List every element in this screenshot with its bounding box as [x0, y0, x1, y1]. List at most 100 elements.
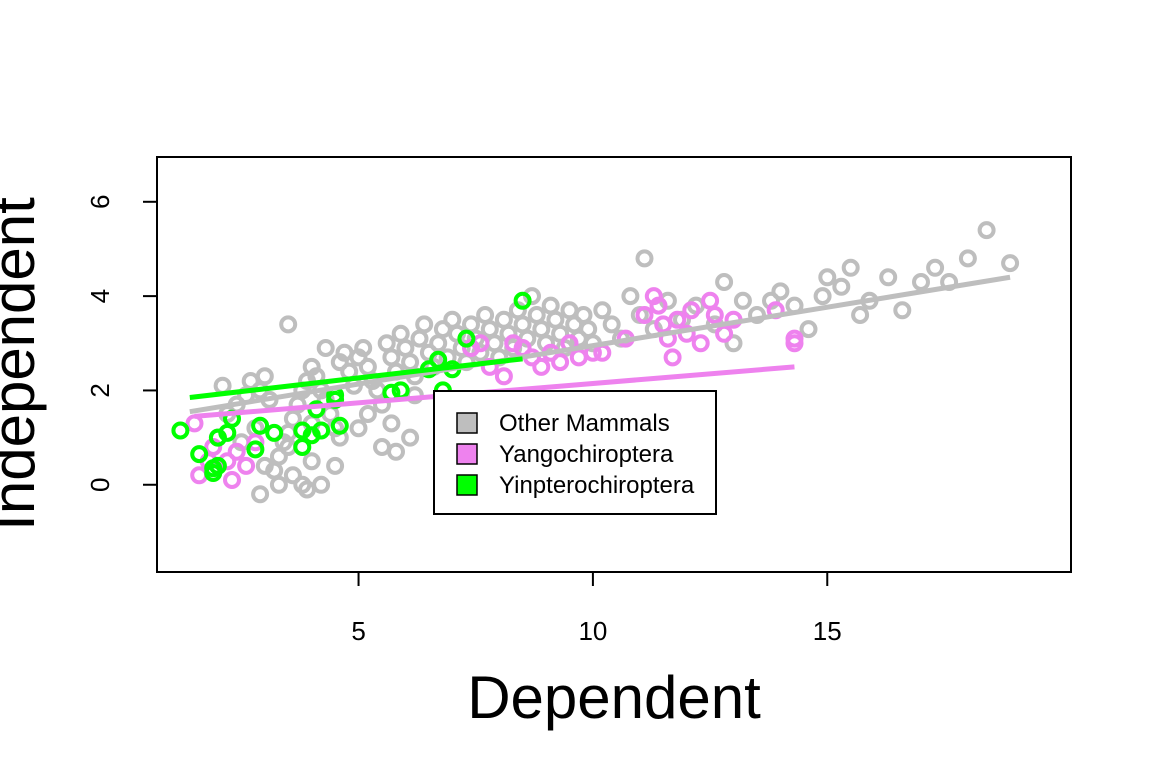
data-point	[715, 324, 734, 343]
data-point	[429, 334, 448, 353]
data-point	[879, 268, 898, 287]
data-point	[532, 320, 551, 339]
data-point	[682, 301, 701, 320]
legend-item: Yangochiroptera	[456, 441, 674, 468]
data-point	[546, 310, 565, 329]
data-point	[715, 273, 734, 291]
data-point	[330, 416, 349, 435]
data-point	[326, 456, 345, 475]
data-point	[668, 310, 687, 329]
data-point	[269, 475, 288, 494]
data-point	[462, 315, 480, 334]
legend-label: Yangochiroptera	[499, 441, 674, 468]
data-point	[293, 438, 312, 456]
data-point	[251, 485, 270, 504]
legend: Other Mammals Yangochiroptera Yinpterochir…	[433, 390, 717, 515]
data-point	[227, 442, 246, 461]
y-axis: 0 2 4 6	[85, 195, 158, 492]
data-point	[513, 291, 532, 310]
data-point	[443, 310, 462, 329]
data-point	[494, 310, 513, 329]
data-point	[574, 306, 593, 324]
points-layer	[171, 221, 1020, 504]
data-point	[208, 456, 227, 475]
data-point	[293, 475, 312, 494]
data-point	[401, 428, 420, 447]
legend-swatch	[456, 474, 478, 496]
data-point	[977, 221, 996, 240]
legend-item: Other Mammals	[456, 410, 670, 437]
data-point	[785, 329, 804, 348]
data-point	[724, 334, 743, 353]
data-point	[396, 339, 415, 357]
data-point	[457, 329, 476, 348]
data-point	[593, 343, 612, 362]
data-point	[246, 440, 265, 459]
y-tick-label: 2	[85, 383, 115, 397]
data-point	[312, 475, 331, 494]
data-point	[912, 273, 930, 291]
legend-items: Other Mammals Yangochiroptera Yinpterochir…	[456, 410, 695, 499]
series-1	[185, 287, 804, 489]
y-tick-label: 4	[85, 289, 115, 303]
data-point	[480, 320, 499, 339]
data-point	[663, 348, 682, 367]
x-tick-label: 10	[578, 616, 607, 646]
data-point	[532, 357, 551, 376]
data-point	[832, 277, 851, 296]
data-point	[401, 353, 420, 372]
data-point	[237, 456, 256, 475]
data-point	[190, 445, 209, 464]
series-0	[213, 221, 1020, 504]
data-point	[733, 291, 752, 310]
x-tick-label: 15	[813, 616, 842, 646]
y-tick-label: 6	[85, 195, 115, 209]
data-point	[373, 395, 391, 414]
data-point	[302, 452, 321, 471]
legend-label: Other Mammals	[499, 410, 670, 437]
data-point	[541, 296, 560, 315]
data-point	[926, 258, 945, 277]
fit-line	[189, 274, 1011, 415]
data-point	[316, 339, 335, 357]
data-point	[551, 353, 570, 372]
data-point	[255, 456, 274, 475]
data-point	[513, 315, 532, 334]
data-point	[635, 306, 654, 324]
data-point	[813, 287, 832, 306]
data-point	[494, 367, 513, 386]
data-point	[171, 421, 190, 440]
data-point	[354, 339, 373, 357]
data-point	[213, 376, 232, 395]
data-point	[527, 306, 546, 324]
data-point	[410, 329, 429, 348]
data-point	[851, 306, 870, 324]
data-point	[265, 423, 284, 442]
data-point	[593, 301, 612, 320]
data-point	[649, 296, 668, 315]
data-point	[246, 433, 265, 452]
data-point	[223, 471, 241, 489]
data-point	[1001, 254, 1020, 273]
data-point	[799, 320, 818, 339]
x-axis: 5 10 15	[351, 571, 842, 646]
data-point	[476, 306, 495, 324]
data-point	[771, 282, 790, 301]
legend-box	[433, 390, 717, 515]
legend-label: Yinpterochiroptera	[499, 472, 695, 499]
data-point	[251, 416, 270, 435]
data-point	[330, 428, 349, 447]
data-point	[893, 301, 912, 320]
data-point	[841, 258, 860, 277]
data-point	[701, 291, 720, 310]
fit-line	[189, 356, 523, 400]
data-point	[958, 249, 977, 268]
data-point	[358, 405, 377, 423]
data-point	[349, 419, 368, 438]
legend-item: Yinpterochiroptera	[456, 472, 695, 499]
data-point	[382, 348, 401, 367]
data-point	[579, 320, 598, 339]
data-point	[818, 268, 837, 287]
data-point	[391, 324, 410, 343]
